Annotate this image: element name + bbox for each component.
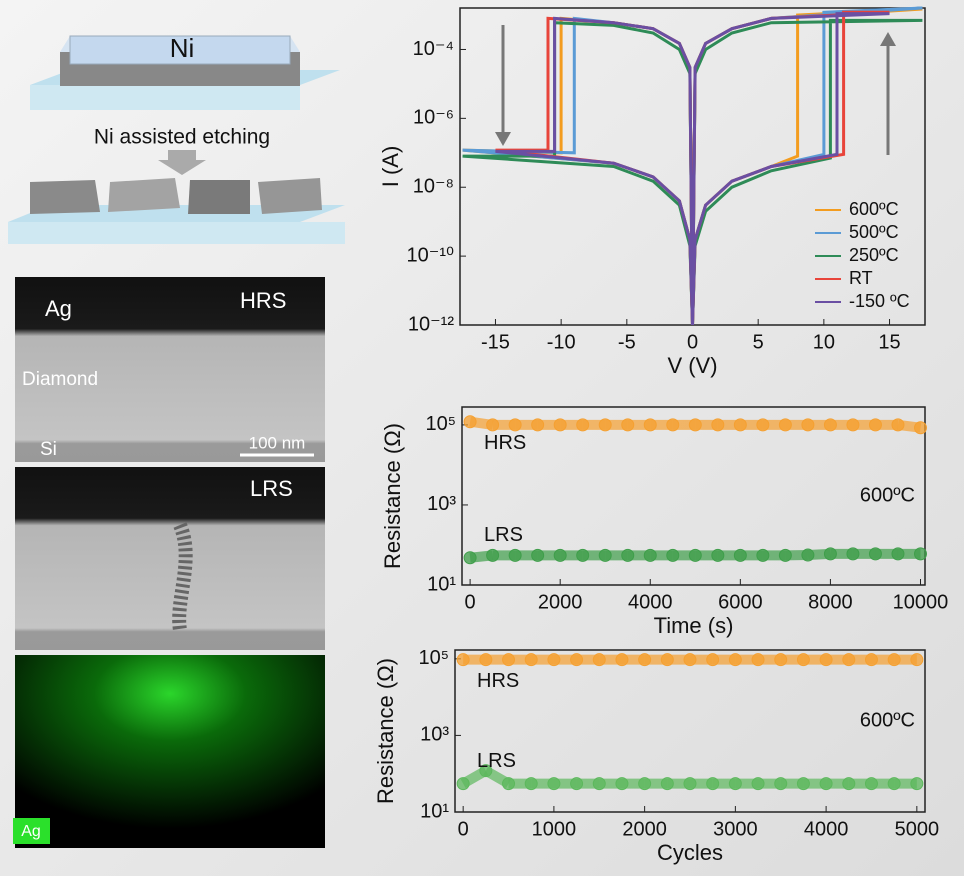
- grain: [258, 178, 322, 214]
- x-tick-label: 8000: [808, 591, 853, 613]
- x-tick-label: 0: [465, 591, 476, 613]
- substrate: [8, 222, 345, 244]
- y-tick-label: 10⁻⁶: [413, 107, 454, 129]
- image: [15, 655, 325, 848]
- x-tick-label: 2000: [538, 591, 583, 613]
- x-tick-label: 4000: [628, 591, 673, 613]
- label: Si: [40, 439, 57, 460]
- annotation: 600ºC: [860, 484, 915, 506]
- eds-map: Ag: [13, 655, 325, 848]
- y-axis-title: Resistance (Ω): [373, 658, 398, 804]
- y-axis-title: I (A): [378, 146, 403, 188]
- series-label: LRS: [477, 750, 516, 772]
- x-tick-label: 10000: [893, 591, 949, 613]
- data-trace: [470, 555, 493, 557]
- x-axis-title: V (V): [667, 353, 717, 378]
- x-tick-label: -5: [618, 331, 636, 353]
- x-tick-label: -15: [481, 331, 510, 353]
- x-tick-label: 10: [813, 331, 835, 353]
- x-tick-label: 3000: [713, 818, 758, 840]
- y-tick-label: 10⁻¹⁰: [407, 244, 454, 266]
- x-tick-label: 1000: [532, 818, 577, 840]
- label: Ag: [21, 823, 41, 840]
- tem-lrs: LRS: [15, 467, 325, 650]
- y-tick-label: 10¹: [420, 800, 449, 822]
- x-tick-label: 2000: [622, 818, 667, 840]
- y-tick-label: 10³: [420, 724, 449, 746]
- scale-bar-label: 100 nm: [249, 433, 306, 452]
- label: HRS: [240, 288, 286, 313]
- data-trace: [898, 425, 921, 428]
- legend-label: 600ºC: [849, 199, 899, 219]
- y-tick-label: 10¹: [427, 573, 456, 595]
- label: Ag: [45, 296, 72, 321]
- y-axis-title: Resistance (Ω): [380, 423, 405, 569]
- x-tick-label: 15: [878, 331, 900, 353]
- label: LRS: [250, 476, 293, 501]
- y-tick-label: 10⁵: [418, 647, 449, 669]
- x-tick-label: 0: [687, 331, 698, 353]
- y-tick-label: 10⁵: [425, 413, 456, 435]
- x-tick-label: 5000: [895, 818, 940, 840]
- x-tick-label: 0: [458, 818, 469, 840]
- x-tick-label: -10: [547, 331, 576, 353]
- legend-label: RT: [849, 268, 873, 288]
- data-trace: [470, 422, 493, 425]
- caption: Ni assisted etching: [94, 126, 270, 149]
- y-tick-label: 10⁻¹²: [408, 313, 454, 335]
- x-axis-title: Cycles: [657, 840, 723, 865]
- label: Diamond: [22, 369, 98, 390]
- series-label: HRS: [484, 432, 526, 454]
- y-tick-label: 10³: [427, 493, 456, 515]
- annotation: 600ºC: [860, 709, 915, 731]
- legend-label: 500ºC: [849, 222, 899, 242]
- data-trace: [808, 554, 831, 555]
- legend-label: 250ºC: [849, 245, 899, 265]
- series-label: LRS: [484, 524, 523, 546]
- grain: [30, 180, 100, 214]
- legend-label: -150 ºC: [849, 291, 910, 311]
- substrate: [30, 85, 300, 110]
- y-tick-label: 10⁻⁴: [413, 38, 454, 60]
- x-tick-label: 5: [753, 331, 764, 353]
- grain: [108, 178, 180, 212]
- x-tick-label: 6000: [718, 591, 763, 613]
- x-tick-label: 4000: [804, 818, 849, 840]
- ni-label: Ni: [170, 33, 195, 63]
- grain: [188, 180, 250, 214]
- y-tick-label: 10⁻⁸: [413, 176, 454, 198]
- x-axis-title: Time (s): [654, 613, 734, 638]
- tem-hrs: Ag HRS Diamond Si 100 nm: [15, 277, 325, 462]
- series-label: HRS: [477, 670, 519, 692]
